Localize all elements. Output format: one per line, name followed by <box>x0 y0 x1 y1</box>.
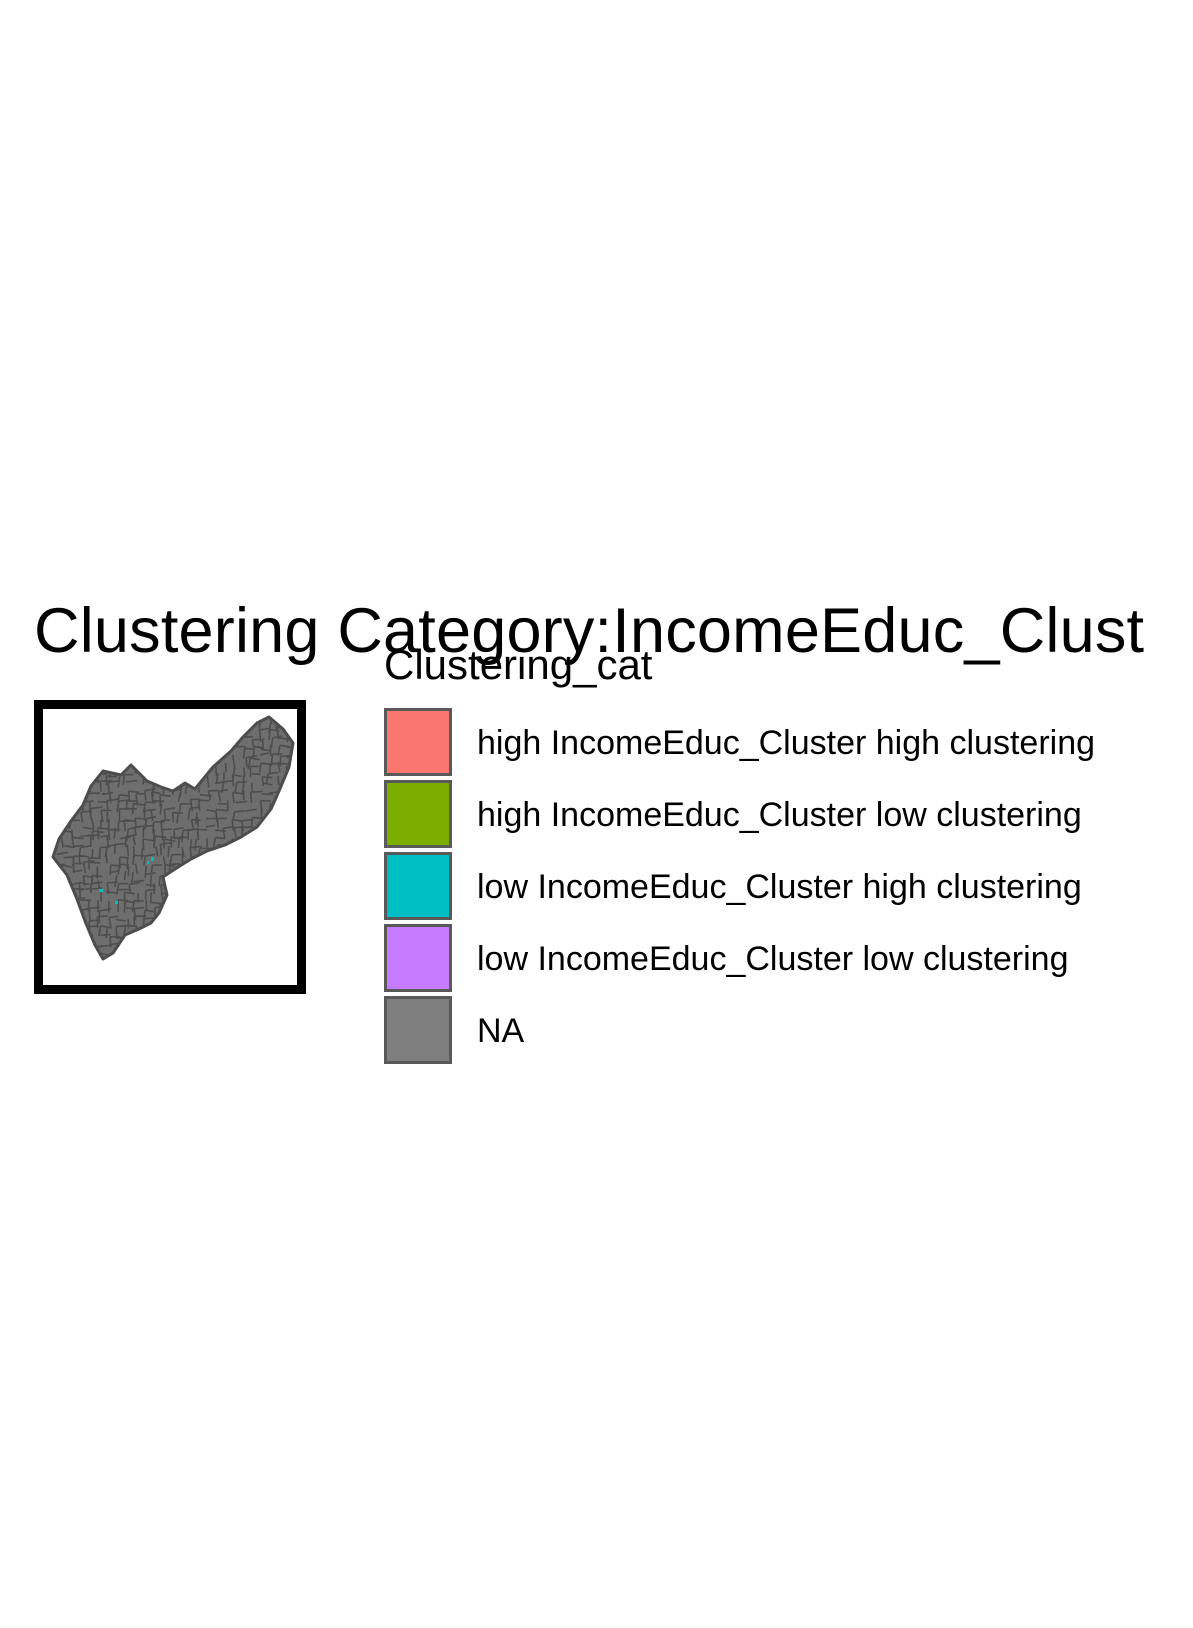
clustered-tracts <box>99 857 154 904</box>
map-title: Clustering Category:IncomeEduc_Clust <box>34 596 1145 666</box>
clustered-tract-2 <box>147 861 149 864</box>
legend-item-na: NA <box>384 996 1164 1068</box>
legend-label-low-low: low IncomeEduc_Cluster low clustering <box>477 940 1069 978</box>
legend-item-high-low: high IncomeEduc_Cluster low clustering <box>384 780 1164 852</box>
legend-key-high-low <box>384 780 452 848</box>
legend-label-na: NA <box>477 1012 525 1050</box>
legend-key-na <box>384 996 452 1064</box>
legend-title: Clustering_cat <box>384 641 653 688</box>
legend-label-high-high: high IncomeEduc_Cluster high clustering <box>477 724 1096 762</box>
legend-key-high-high <box>384 708 452 776</box>
legend-key-low-high <box>384 852 452 920</box>
legend-item-low-low: low IncomeEduc_Cluster low clustering <box>384 924 1164 996</box>
legend-label-high-low: high IncomeEduc_Cluster low clustering <box>477 796 1082 834</box>
clustered-tract-3 <box>99 889 103 892</box>
legend-label-low-high: low IncomeEduc_Cluster high clustering <box>477 868 1082 906</box>
clustered-tract-1 <box>151 857 154 861</box>
legend-item-high-high: high IncomeEduc_Cluster high clustering <box>384 708 1164 780</box>
legend-key-low-low <box>384 924 452 992</box>
city-region <box>51 715 295 961</box>
legend: high IncomeEduc_Cluster high clustering … <box>384 708 1164 1068</box>
legend-item-low-high: low IncomeEduc_Cluster high clustering <box>384 852 1164 924</box>
city-map <box>51 715 295 961</box>
clustered-tract-4 <box>115 901 118 904</box>
map-panel <box>34 700 306 994</box>
